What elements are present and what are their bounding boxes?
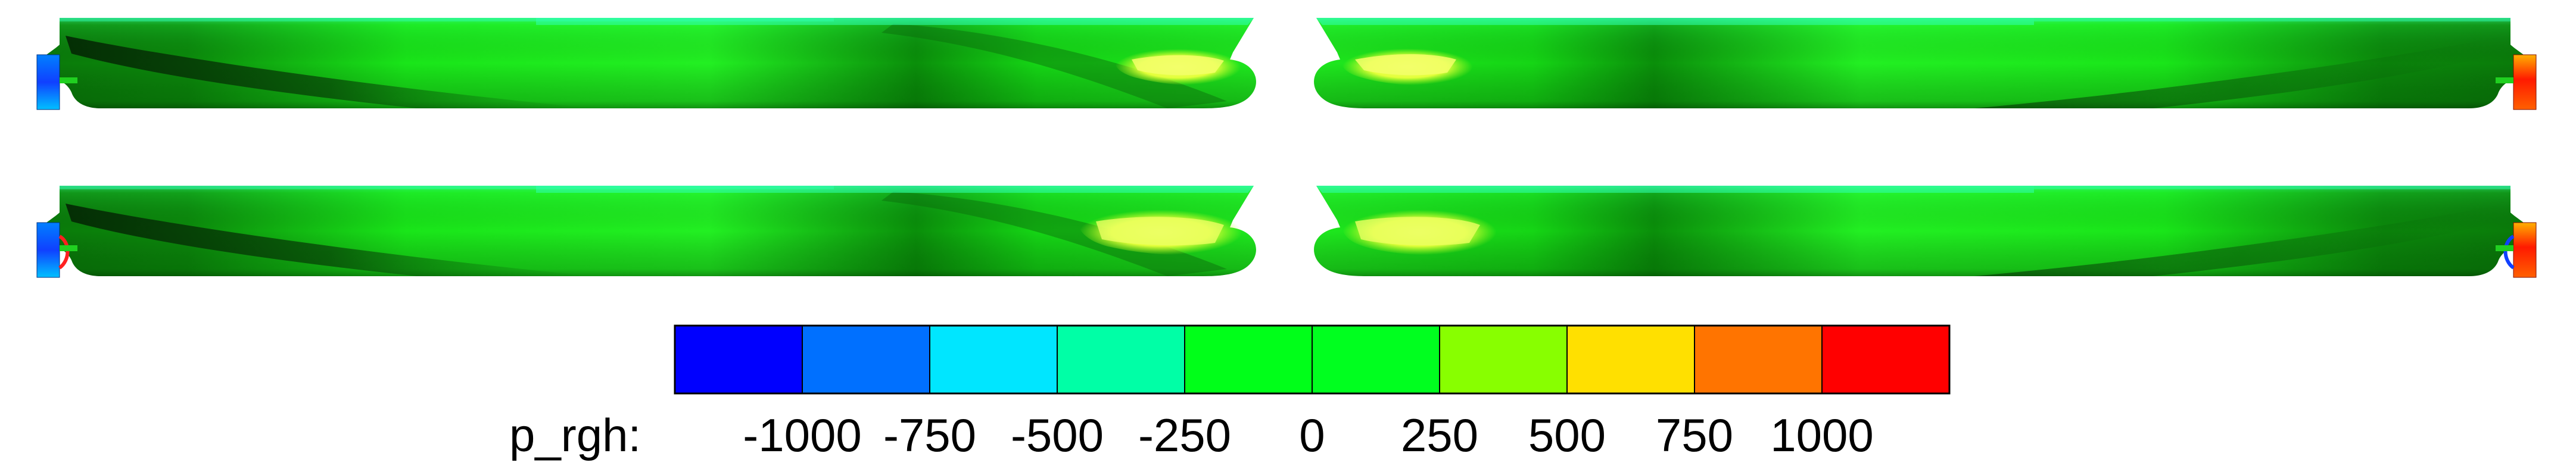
colorbar-tick-label: -250 (1138, 409, 1231, 461)
colorbar-band (1821, 325, 1950, 394)
colorbar-band (929, 325, 1058, 394)
colorbar-band (802, 325, 930, 394)
hull-view-top-left (36, 18, 1256, 110)
colorbar-tick-label: -1000 (743, 409, 862, 461)
colorbar-band (1694, 325, 1823, 394)
rudder-appendage (36, 54, 60, 110)
colorbar-band (1566, 325, 1695, 394)
colorbar-tick-label: 1000 (1770, 409, 1874, 461)
colorbar-tick-label: -500 (1011, 409, 1104, 461)
colorbar-frame (674, 324, 1951, 395)
hull-view-bottom-right (1314, 186, 2537, 278)
colorbar-variable-label: p_rgh: (509, 409, 641, 461)
colorbar-tick-label: 0 (1299, 409, 1325, 461)
colorbar-tick-label: 250 (1401, 409, 1478, 461)
colorbar-band (1184, 325, 1313, 394)
colorbar-tick-label: -750 (883, 409, 976, 461)
colorbar: p_rgh: -1000 -750 -500 -250 0 250 500 750 1000 (509, 324, 1951, 461)
colorbar-band (1439, 325, 1568, 394)
colorbar-bands (674, 325, 1950, 394)
colorbar-tick-label: 500 (1528, 409, 1606, 461)
colorbar-band (674, 325, 803, 394)
colorbar-tick-labels: -1000 -750 -500 -250 0 250 500 750 1000 (743, 409, 1874, 461)
colorbar-tick-label: 750 (1656, 409, 1733, 461)
hull-view-top-right (1314, 18, 2537, 110)
stern-shadow-band (66, 36, 596, 108)
colorbar-band (1312, 325, 1440, 394)
hull-view-bottom-left (36, 186, 1256, 278)
colorbar-band (1057, 325, 1185, 394)
